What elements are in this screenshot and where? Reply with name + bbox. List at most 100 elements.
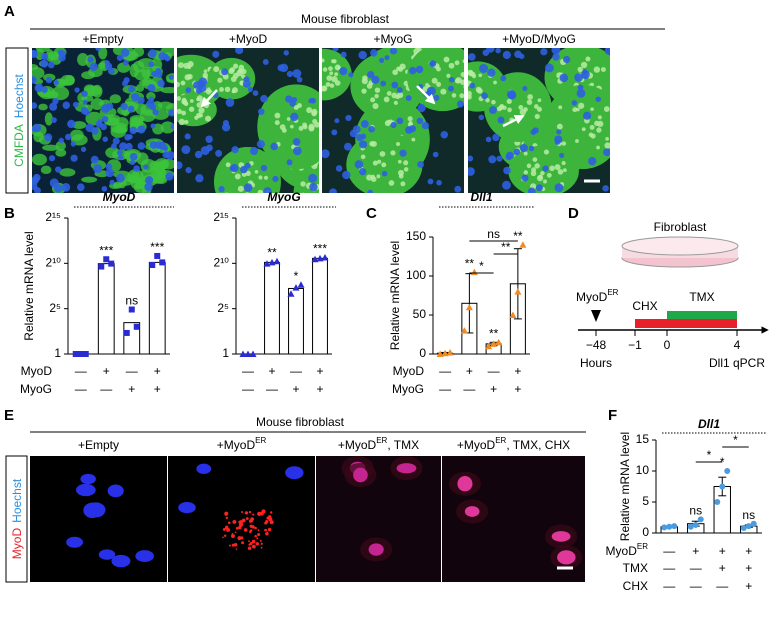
vesicle <box>543 149 550 155</box>
nucleus <box>162 145 169 152</box>
data-point <box>287 290 295 297</box>
nucleus <box>120 48 130 57</box>
cell <box>72 121 87 130</box>
data-point <box>441 349 449 357</box>
myod-signal <box>222 536 224 539</box>
nucleus <box>95 48 101 51</box>
vesicle <box>366 83 373 89</box>
nucleus <box>481 92 488 100</box>
tmx-bar <box>667 311 737 319</box>
nucleus <box>82 99 88 105</box>
nucleus <box>70 154 78 162</box>
cell <box>40 165 52 175</box>
data-point <box>128 306 135 313</box>
nucleus <box>100 104 110 113</box>
vesicle <box>198 107 205 114</box>
nucleus <box>118 155 124 161</box>
nucleus <box>345 114 352 122</box>
vesicle <box>187 73 193 80</box>
cell <box>38 103 48 111</box>
nucleus <box>129 152 138 161</box>
column-label: +MyoD/MyoG <box>502 32 576 46</box>
vesicle <box>224 86 231 93</box>
nucleus <box>272 175 279 183</box>
vesicle <box>534 163 540 169</box>
myod-signal <box>268 515 272 519</box>
vesicle <box>230 197 234 201</box>
nucleus <box>127 105 135 113</box>
vesicle <box>225 192 229 193</box>
nucleus <box>479 63 489 73</box>
vesicle <box>594 120 600 126</box>
micrograph <box>30 456 167 582</box>
nucleus <box>157 79 165 88</box>
vesicle <box>245 170 251 176</box>
nucleus <box>551 531 571 542</box>
nucleus <box>101 115 109 123</box>
condition-mark: + <box>490 382 497 396</box>
vesicle <box>331 76 338 83</box>
time-label: −1 <box>628 338 642 352</box>
cell <box>81 176 98 183</box>
nucleus <box>421 121 430 130</box>
column-label: +MyoG <box>373 32 412 46</box>
nucleus <box>322 149 330 159</box>
nucleus <box>35 83 43 91</box>
nucleus <box>577 84 584 91</box>
y-tick-label: 150 <box>406 229 426 243</box>
cell <box>55 148 67 157</box>
nucleus <box>105 163 113 171</box>
nucleus <box>215 149 223 157</box>
label-sup: ER <box>376 436 387 445</box>
nucleus <box>381 170 388 177</box>
nucleus <box>74 87 80 93</box>
nucleus <box>155 70 163 78</box>
nucleus <box>95 120 103 128</box>
nucleus <box>107 484 124 498</box>
dish-label: Fibroblast <box>654 220 707 234</box>
nucleus <box>105 168 115 178</box>
vesicle <box>369 141 375 147</box>
vesicle <box>376 174 381 179</box>
nucleus <box>329 188 337 193</box>
condition-mark: — <box>663 561 675 575</box>
nucleus <box>104 62 113 70</box>
vesicle <box>463 85 464 89</box>
vesicle <box>300 181 306 187</box>
nucleus <box>576 89 586 98</box>
label-sup: ER <box>607 288 618 297</box>
myod-signal <box>251 539 256 544</box>
bar <box>288 287 304 355</box>
y-axis-label: Relative mRNA level <box>618 432 632 541</box>
vesicle <box>189 99 194 103</box>
vesicle <box>383 96 390 103</box>
vesicle <box>396 66 401 71</box>
vesicle <box>323 197 327 201</box>
cell <box>139 109 156 123</box>
nucleus <box>137 142 146 150</box>
vesicle <box>329 71 334 76</box>
nucleus <box>148 61 155 68</box>
nucleus <box>552 53 560 61</box>
nucleus <box>503 166 511 175</box>
nucleus <box>49 102 58 111</box>
vesicle <box>561 141 567 146</box>
vesicle <box>259 195 265 201</box>
nucleus <box>129 126 138 135</box>
label: +Empty <box>78 438 119 452</box>
arrow <box>200 89 218 108</box>
nucleus <box>87 56 94 63</box>
data-point <box>687 523 694 530</box>
comparison-label: * <box>479 259 484 273</box>
data-point <box>268 258 276 266</box>
nucleus <box>185 87 192 93</box>
vesicle <box>438 41 444 47</box>
nucleus <box>478 114 485 121</box>
vesicle <box>366 174 373 181</box>
nucleus <box>582 111 592 120</box>
nucleus <box>416 117 424 125</box>
vesicle <box>603 106 610 112</box>
nucleus <box>81 90 88 97</box>
nucleus <box>55 166 62 173</box>
